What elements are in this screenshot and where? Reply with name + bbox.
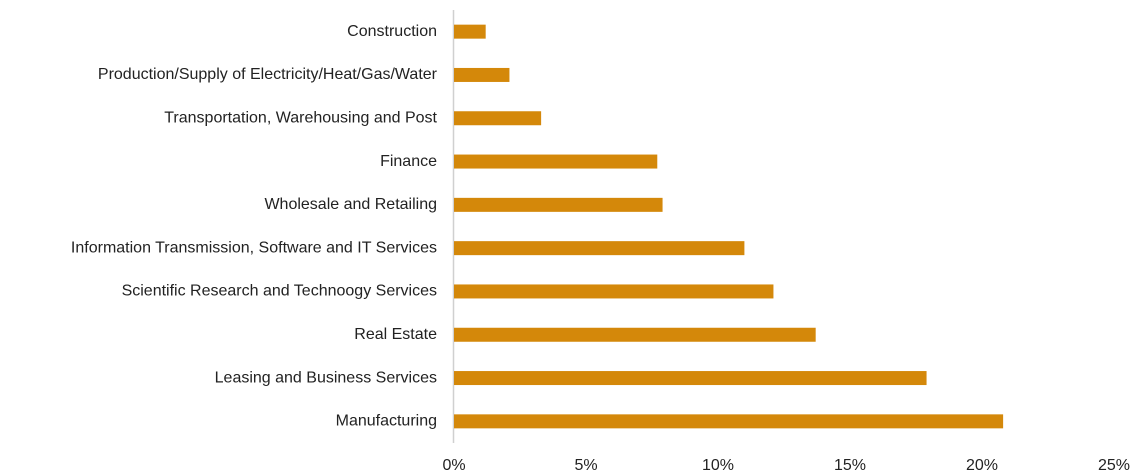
y-tick-label: Finance — [380, 153, 437, 170]
bar — [454, 154, 658, 169]
bar — [454, 111, 542, 126]
y-tick-label: Real Estate — [354, 326, 437, 343]
x-tick-label: 20% — [966, 457, 998, 474]
bar — [454, 241, 745, 256]
bar — [454, 24, 486, 39]
x-tick-label: 5% — [574, 457, 597, 474]
y-tick-label: Transportation, Warehousing and Post — [164, 109, 437, 126]
y-tick-label: Scientific Research and Technoogy Servic… — [122, 283, 437, 300]
bar — [454, 414, 1004, 429]
bar — [454, 197, 663, 212]
y-tick-label: Information Transmission, Software and I… — [71, 239, 437, 256]
y-tick-label: Manufacturing — [336, 413, 437, 430]
bar — [454, 371, 927, 386]
y-tick-label: Wholesale and Retailing — [264, 196, 437, 213]
x-tick-label: 25% — [1098, 457, 1130, 474]
bar — [454, 327, 816, 342]
y-tick-label: Construction — [347, 23, 437, 40]
y-tick-label: Production/Supply of Electricity/Heat/Ga… — [98, 66, 438, 83]
x-tick-label: 10% — [702, 457, 734, 474]
bar — [454, 67, 510, 82]
x-tick-label: 0% — [442, 457, 465, 474]
bar — [454, 284, 774, 299]
x-tick-label: 15% — [834, 457, 866, 474]
y-tick-label: Leasing and Business Services — [215, 369, 437, 386]
